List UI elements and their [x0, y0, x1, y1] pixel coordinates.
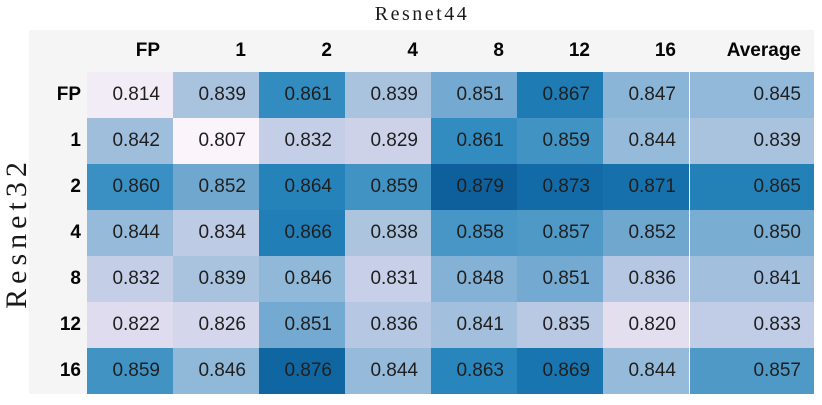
heatmap-cell: 0.822 [87, 302, 173, 348]
row-header-fp: FP [56, 84, 81, 105]
heatmap-cell: 0.814 [87, 72, 173, 118]
heatmap-cell: 0.863 [431, 348, 517, 394]
heatmap-cell: 0.832 [259, 118, 345, 164]
heatmap-cell: 0.846 [173, 348, 259, 394]
heatmap-cell: 0.861 [431, 118, 517, 164]
column-header-8: 8 [493, 40, 504, 61]
chart-title: Resnet44 [374, 3, 470, 25]
heatmap-cell: 0.879 [431, 164, 517, 210]
heatmap-cell: 0.836 [345, 302, 431, 348]
column-header-4: 4 [407, 40, 418, 61]
heatmap-cell: 0.865 [689, 164, 814, 210]
heatmap-cell: 0.860 [87, 164, 173, 210]
heatmap-cell: 0.852 [173, 164, 259, 210]
heatmap-cell: 0.838 [345, 210, 431, 256]
heatmap-cell: 0.864 [259, 164, 345, 210]
heatmap-cell: 0.834 [173, 210, 259, 256]
heatmap-cell: 0.839 [689, 118, 814, 164]
heatmap-cell: 0.873 [517, 164, 603, 210]
heatmap-cell: 0.844 [345, 348, 431, 394]
heatmap-cell: 0.859 [517, 118, 603, 164]
heatmap-table: FP 1 2 4 8 12 16 Average FP 0.814 0.839 0.861 0.839 0… [29, 30, 814, 394]
row-header-16: 16 [59, 360, 81, 381]
heatmap-cell: 0.859 [87, 348, 173, 394]
row-header-2: 2 [70, 176, 81, 197]
heatmap-cell: 0.869 [517, 348, 603, 394]
heatmap-cell: 0.858 [431, 210, 517, 256]
heatmap-cell: 0.807 [173, 118, 259, 164]
column-header-12: 12 [568, 40, 590, 61]
heatmap-cell: 0.831 [345, 256, 431, 302]
column-header-fp: FP [135, 40, 160, 61]
heatmap-cell: 0.836 [603, 256, 689, 302]
heatmap-cell: 0.852 [603, 210, 689, 256]
heatmap-cell: 0.835 [517, 302, 603, 348]
heatmap-cell: 0.844 [603, 348, 689, 394]
heatmap-cell: 0.851 [517, 256, 603, 302]
heatmap-cell: 0.846 [259, 256, 345, 302]
heatmap-cell: 0.841 [431, 302, 517, 348]
heatmap-cell: 0.866 [259, 210, 345, 256]
corner-cell [29, 30, 87, 72]
row-header-12: 12 [59, 314, 81, 335]
heatmap-cell: 0.833 [689, 302, 814, 348]
heatmap-cell: 0.851 [259, 302, 345, 348]
heatmap-cell: 0.839 [173, 256, 259, 302]
heatmap-cell: 0.851 [431, 72, 517, 118]
heatmap-cell: 0.826 [173, 302, 259, 348]
heatmap-cell: 0.839 [173, 72, 259, 118]
column-header-1: 1 [235, 40, 246, 61]
heatmap-cell: 0.857 [517, 210, 603, 256]
heatmap-cell: 0.839 [345, 72, 431, 118]
heatmap-cell: 0.842 [87, 118, 173, 164]
heatmap-cell: 0.845 [689, 72, 814, 118]
heatmap-cell: 0.820 [603, 302, 689, 348]
heatmap-cell: 0.844 [87, 210, 173, 256]
heatmap-cell: 0.832 [87, 256, 173, 302]
heatmap-cell: 0.876 [259, 348, 345, 394]
heatmap-cell: 0.850 [689, 210, 814, 256]
heatmap-cell: 0.859 [345, 164, 431, 210]
heatmap-cell: 0.861 [259, 72, 345, 118]
heatmap-cell: 0.829 [345, 118, 431, 164]
heatmap-cell: 0.847 [603, 72, 689, 118]
column-header-average: Average [726, 40, 801, 61]
heatmap-cell: 0.857 [689, 348, 814, 394]
heatmap-cell: 0.871 [603, 164, 689, 210]
heatmap-cell: 0.844 [603, 118, 689, 164]
heatmap-cell: 0.867 [517, 72, 603, 118]
row-header-1: 1 [70, 130, 81, 151]
row-header-8: 8 [70, 268, 81, 289]
row-header-4: 4 [70, 222, 81, 243]
heatmap-cell: 0.848 [431, 256, 517, 302]
heatmap-cell: 0.841 [689, 256, 814, 302]
column-header-2: 2 [321, 40, 332, 61]
column-header-16: 16 [654, 40, 676, 61]
